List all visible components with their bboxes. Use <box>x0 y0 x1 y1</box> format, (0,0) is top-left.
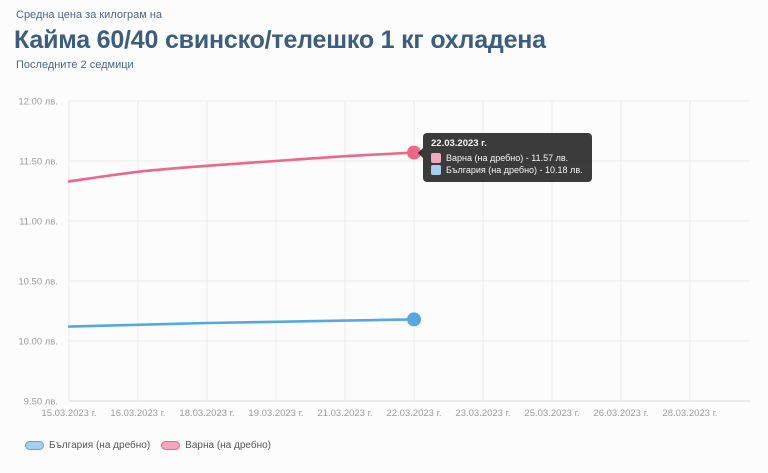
legend-item-bulgaria[interactable]: България (на дребно) <box>25 440 150 451</box>
legend-swatch-varna <box>161 441 181 450</box>
x-tick-label: 19.03.2023 г. <box>248 408 303 419</box>
x-tick-label: 18.03.2023 г. <box>179 408 234 419</box>
page-title: Кайма 60/40 свинско/телешко 1 кг охладен… <box>14 26 546 54</box>
legend-label-bulgaria: България (на дребно) <box>49 440 151 451</box>
y-tick-label: 9.50 лв. <box>24 397 58 408</box>
x-tick-label: 26.03.2023 г. <box>593 408 648 419</box>
data-point-marker-1[interactable] <box>407 145 421 160</box>
data-point-marker-0[interactable] <box>407 312 421 327</box>
x-tick-label: 25.03.2023 г. <box>524 408 579 419</box>
y-tick-label: 11.50 лв. <box>19 157 58 168</box>
x-tick-label: 22.03.2023 г. <box>386 408 441 419</box>
legend-swatch-bulgaria <box>25 441 44 450</box>
legend-label-varna: Варна (на дребно) <box>185 440 272 451</box>
y-tick-label: 10.50 лв. <box>18 277 58 288</box>
legend-item-varna[interactable]: Варна (на дребно) <box>161 440 271 451</box>
y-tick-label: 11.00 лв. <box>19 217 58 228</box>
x-tick-label: 15.03.2023 г. <box>41 408 96 419</box>
chart-eyebrow: Средна цена за килограм на <box>16 9 163 21</box>
y-tick-label: 12.00 лв. <box>18 97 58 108</box>
x-tick-label: 16.03.2023 г. <box>110 408 165 419</box>
chart-subtitle: Последните 2 седмици <box>16 59 134 71</box>
series-line-0[interactable] <box>67 318 416 328</box>
x-tick-label: 21.03.2023 г. <box>317 408 372 419</box>
y-tick-label: 10.00 лв. <box>18 337 58 348</box>
series-line-1[interactable] <box>67 151 416 183</box>
x-tick-label: 23.03.2023 г. <box>455 408 510 419</box>
chart-legend: България (на дребно) Варна (на дребно) <box>25 440 271 451</box>
x-tick-label: 28.03.2023 г. <box>662 408 717 419</box>
